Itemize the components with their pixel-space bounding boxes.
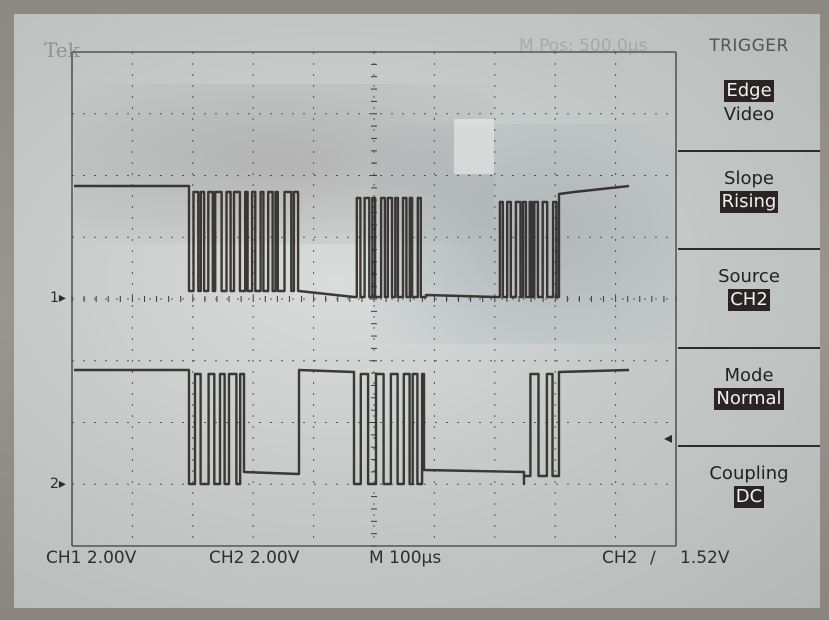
waveform-display bbox=[71, 51, 677, 547]
mode-menu-button[interactable]: Mode Normal bbox=[678, 347, 820, 441]
slope-menu-button[interactable]: Slope Rising bbox=[678, 150, 820, 244]
ch1-ground-marker: 1▸ bbox=[50, 290, 66, 306]
trigger-slope-icon: ∕ bbox=[650, 548, 656, 568]
trigger-level-marker: ◂ bbox=[664, 428, 673, 447]
oscilloscope-screen: Tek M Pos: 500.0µs TRIGGER Edge Video Sl… bbox=[14, 14, 820, 608]
trigger-type-video: Video bbox=[723, 104, 775, 125]
trigger-type-menu-button[interactable]: Edge Video bbox=[678, 64, 820, 158]
trigger-type-edge: Edge bbox=[724, 80, 774, 102]
mode-label: Mode bbox=[724, 365, 774, 386]
source-menu-button[interactable]: Source CH2 bbox=[678, 248, 820, 342]
coupling-value: DC bbox=[733, 486, 765, 508]
ch1-trace bbox=[74, 184, 630, 299]
menu-title: TRIGGER bbox=[709, 36, 789, 56]
trigger-source-readout: CH2 bbox=[602, 548, 638, 568]
ch2-ground-marker: 2▸ bbox=[50, 476, 66, 492]
coupling-label: Coupling bbox=[709, 463, 789, 484]
slope-value: Rising bbox=[719, 191, 779, 213]
status-bar: CH1 2.00V CH2 2.00V M 100µs CH2 ∕ 1.52V bbox=[46, 548, 786, 572]
mode-value: Normal bbox=[714, 388, 784, 410]
slope-label: Slope bbox=[724, 168, 774, 189]
timebase-readout: M 100µs bbox=[369, 548, 442, 568]
source-value: CH2 bbox=[728, 289, 770, 311]
graticule bbox=[71, 51, 677, 547]
source-label: Source bbox=[718, 266, 780, 287]
trigger-level-readout: 1.52V bbox=[680, 548, 730, 568]
coupling-menu-button[interactable]: Coupling DC bbox=[678, 445, 820, 539]
ch1-waveform bbox=[74, 184, 630, 299]
screen-reflection bbox=[454, 119, 494, 174]
brand-logo: Tek bbox=[44, 38, 80, 62]
ch2-waveform bbox=[74, 368, 630, 486]
ch2-trace bbox=[74, 368, 630, 486]
ch2-scale-readout: CH2 2.00V bbox=[209, 548, 300, 568]
ch1-scale-readout: CH1 2.00V bbox=[46, 548, 137, 568]
horizontal-position-readout: M Pos: 500.0µs bbox=[519, 36, 648, 56]
